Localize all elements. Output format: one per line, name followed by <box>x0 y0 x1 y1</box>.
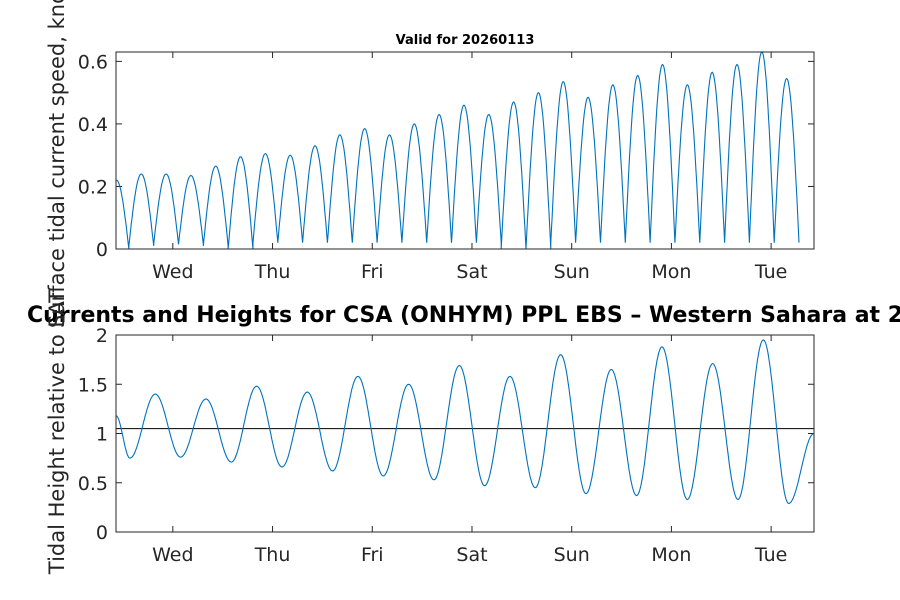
top-ylabel: Surface tidal current speed, knots <box>45 0 69 328</box>
bottom-ytick-label: 0 <box>96 522 108 544</box>
top-chart-title: Valid for 20260113 <box>396 33 535 48</box>
bottom-chart-title: Currents and Heights for CSA (ONHYM) PPL… <box>27 303 900 328</box>
bottom-ytick-label: 1 <box>96 424 108 446</box>
bottom-ytick-label: 2 <box>96 325 108 347</box>
top-xtick-label: Sat <box>456 261 487 283</box>
top-xtick-label: Thu <box>254 261 291 283</box>
top-ytick-label: 0.4 <box>78 114 108 136</box>
top-ytick-label: 0 <box>96 239 108 261</box>
top-xtick-label: Mon <box>651 261 691 283</box>
bottom-xtick-label: Fri <box>361 544 384 566</box>
bottom-xtick-label: Sun <box>554 544 590 566</box>
bottom-xtick-label: Sat <box>456 544 487 566</box>
bottom-xtick-label: Mon <box>651 544 691 566</box>
bottom-xtick-label: Thu <box>254 544 291 566</box>
bottom-xtick-label: Wed <box>152 544 193 566</box>
tidal-height-line <box>115 339 815 504</box>
bottom-ytick-label: 0.5 <box>78 473 108 495</box>
top-ytick-label: 0.6 <box>78 51 108 73</box>
top-xtick-label: Fri <box>361 261 384 283</box>
bottom-ytick-label: 1.5 <box>78 374 108 396</box>
top-xtick-label: Tue <box>754 261 787 283</box>
current-speed-line <box>116 51 800 250</box>
top-xtick-label: Sun <box>554 261 590 283</box>
top-xtick-label: Wed <box>152 261 193 283</box>
top-ytick-label: 0.2 <box>78 176 108 198</box>
bottom-xtick-label: Tue <box>754 544 787 566</box>
tidal-height-axes: 0 0.5 1 1.5 2 Wed Thu Fri Sat Sun Mon Tue <box>78 325 815 566</box>
current-speed-axes: Valid for 20260113 0 0.2 0.4 0.6 Wed Thu Fri S… <box>78 33 815 283</box>
bottom-ylabel: Tidal Height relative to LAT <box>45 290 69 575</box>
